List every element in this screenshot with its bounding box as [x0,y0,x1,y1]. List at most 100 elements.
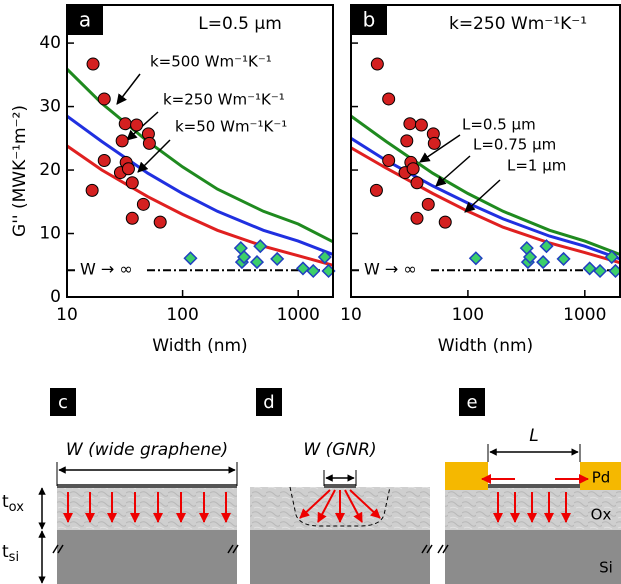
y-tick-label: 20 [39,160,61,180]
data-point [317,249,332,265]
label-sub: si [9,550,19,565]
data-point [136,197,150,211]
data-point [125,176,139,190]
data-point [142,136,156,150]
diagram-d [250,470,430,584]
data-point [86,57,100,71]
data-point [556,251,571,266]
label-bg [360,260,430,280]
data-point [382,92,396,106]
panel-label: c [58,392,68,413]
panel-label: d [263,392,274,413]
label-main: t [2,542,9,562]
contact [445,462,488,490]
data-point [236,249,252,265]
data-point [97,154,111,168]
panel-label-box [351,5,387,35]
curve [67,68,333,244]
heat-arrows [481,474,589,523]
panel-label: a [79,8,91,32]
spreading-region [289,486,391,527]
panel-annotation: k=250 Wm⁻¹K⁻¹ [449,14,587,34]
x-tick-label: 1000 [277,305,320,325]
thickness-label: tox [2,492,24,515]
curve-label: k=50 Wm⁻¹K⁻¹ [175,118,287,136]
annotation-arrow [435,155,471,187]
data-point [153,215,167,229]
panel-label-box [256,388,282,416]
panel-label-box [459,388,485,416]
data-point [536,255,551,270]
curve [351,137,620,261]
curve [67,114,333,256]
data-point [427,136,441,150]
label-bg [76,260,146,280]
curve-label: k=250 Wm⁻¹K⁻¹ [163,91,285,109]
curve [351,114,620,256]
curve-label: L=0.5 µm [462,116,536,134]
curve-label: L=0.75 µm [473,136,556,154]
heat-arrows [63,492,231,523]
panel-label-box [50,388,76,416]
length-label: L [529,426,538,446]
panel-label-box [67,5,103,35]
panel-label: e [466,392,477,413]
diagram-c [38,462,238,584]
data-point [306,263,321,279]
plot: 10 100 1000 L=0.5 µm L=0.75 µm L=1 µm W → ∞ b k=… [340,4,621,356]
heat-arrows [299,489,381,523]
x-axis-label: Width (nm) [438,336,533,356]
data-point [295,261,311,276]
plot-frame [66,4,334,298]
data-point [85,183,99,197]
panel-label: b [363,8,376,32]
curve [351,146,620,265]
limit-label: W → ∞ [364,260,417,279]
x-tick-label: 100 [452,305,484,325]
width-label: W (wide graphene) [66,440,228,460]
graphene [488,484,580,488]
data-point [604,249,619,265]
data-point [406,162,420,176]
annotation-arrow [464,179,501,213]
silicon [57,530,237,584]
data-point [97,92,111,106]
curve [67,144,333,267]
x-tick-label: 10 [56,305,78,325]
data-point [421,197,435,211]
data-point [468,251,483,266]
thickness-label: tsi [2,542,19,565]
data-point [183,251,198,266]
curve-label: k=500 Wm⁻¹K⁻¹ [150,53,272,71]
x-tick-label: 100 [166,305,198,325]
annotation-arrow [419,134,461,163]
graphene [57,484,237,488]
y-tick-label: 40 [39,33,61,53]
data-point [253,239,268,254]
data-point [582,261,597,276]
data-point [414,118,428,132]
layer-label: Pd [592,469,611,487]
x-axis-label: Width (nm) [152,336,247,356]
layer-label: Si [599,559,613,577]
data-point [592,263,608,279]
plot-frame [350,4,621,298]
data-point [270,251,285,266]
diagram-e [445,444,621,584]
data-point [118,117,132,131]
data-point [522,249,538,265]
y-axis-label: G'' (MWK⁻¹m⁻²) [10,105,30,237]
label-sub: ox [9,500,25,515]
x-tick-label: 10 [340,305,362,325]
data-point [125,211,139,225]
break-marks [52,544,449,554]
oxide [57,487,237,530]
silicon [445,530,621,584]
x-tick-label: 1000 [563,305,606,325]
data-point [369,183,383,197]
data-point [539,239,554,254]
data-point [400,134,414,148]
y-tick-label: 10 [39,224,61,244]
